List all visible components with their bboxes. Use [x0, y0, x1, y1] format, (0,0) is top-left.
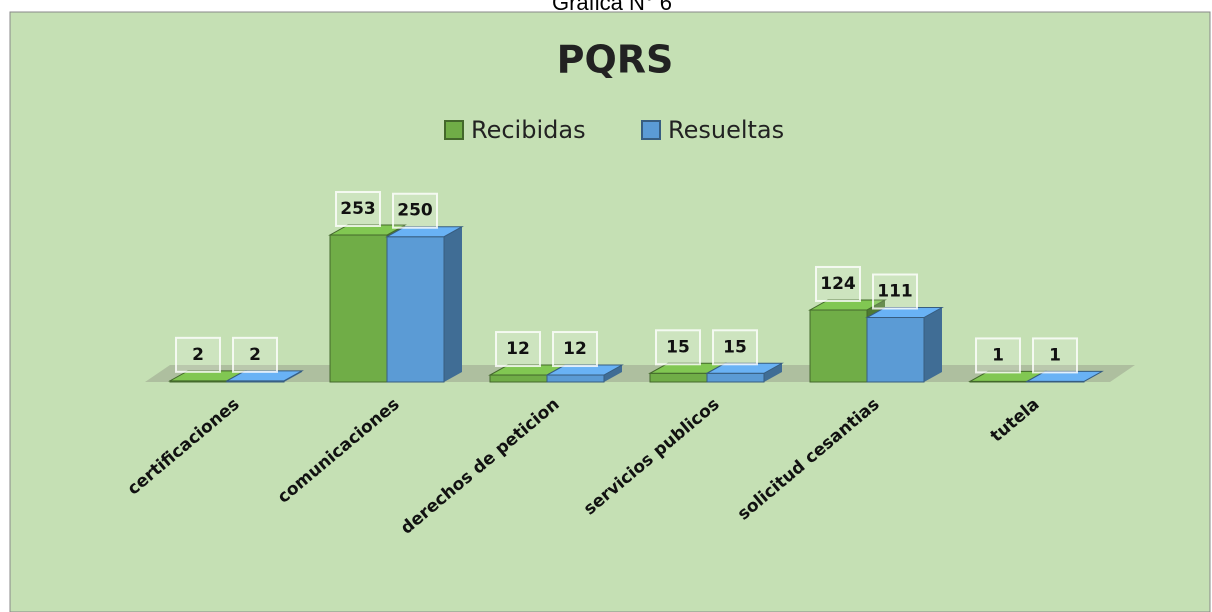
chart-area: [9, 11, 1211, 612]
data-label-box: [552, 331, 598, 368]
bar: [545, 364, 624, 383]
bar-side: [604, 365, 622, 382]
data-label: 250: [397, 201, 433, 221]
data-label: 1: [1049, 345, 1061, 365]
bar-top: [705, 362, 784, 374]
data-label-box: [655, 329, 701, 366]
legend-swatch: [641, 120, 661, 140]
caption: Gráfica N° 6: [552, 0, 672, 15]
legend-label: Resueltas: [668, 116, 784, 144]
bar-side: [924, 307, 942, 382]
data-label: 12: [506, 339, 530, 359]
data-label: 15: [666, 337, 690, 357]
data-label: 12: [563, 339, 587, 359]
bar-front: [809, 309, 868, 383]
bar-top: [545, 364, 624, 376]
bar-front: [329, 234, 388, 383]
bar-top: [1025, 370, 1104, 382]
data-label-box: [495, 331, 541, 368]
data-label-box: [815, 265, 861, 302]
data-label: 111: [877, 282, 913, 302]
data-label: 124: [820, 274, 856, 294]
bar-front: [649, 372, 708, 383]
data-label: 15: [723, 337, 747, 357]
bar-side: [444, 226, 462, 382]
bar-front: [866, 317, 925, 383]
legend-label: Recibidas: [471, 116, 586, 144]
chart-title: PQRS: [557, 38, 674, 82]
legend-swatch: [444, 120, 464, 140]
bar-top: [225, 370, 304, 382]
bar-front: [386, 236, 445, 383]
data-label-box: [335, 191, 381, 227]
bar-side: [764, 363, 782, 382]
data-label: 1: [992, 345, 1004, 365]
data-label: 2: [192, 345, 204, 365]
data-label-box: [712, 329, 758, 366]
bar-top: [328, 224, 407, 236]
bar: [1025, 370, 1104, 383]
data-label-box: [1032, 337, 1078, 374]
bar: [385, 226, 464, 383]
data-label-box: [392, 192, 438, 229]
bar-top: [808, 299, 887, 311]
bar: [225, 370, 304, 383]
data-label-box: [975, 337, 1021, 374]
bar: [865, 307, 944, 383]
bar-front: [706, 372, 765, 383]
bar: [705, 362, 784, 383]
bar-top: [385, 226, 464, 238]
bar-front: [546, 374, 605, 383]
bar-top: [865, 307, 944, 319]
data-label-box: [175, 336, 221, 373]
bar-front: [489, 374, 548, 383]
data-label: 2: [249, 345, 261, 365]
data-label-box: [872, 273, 918, 310]
data-label: 253: [340, 199, 376, 219]
data-label-box: [232, 336, 278, 373]
